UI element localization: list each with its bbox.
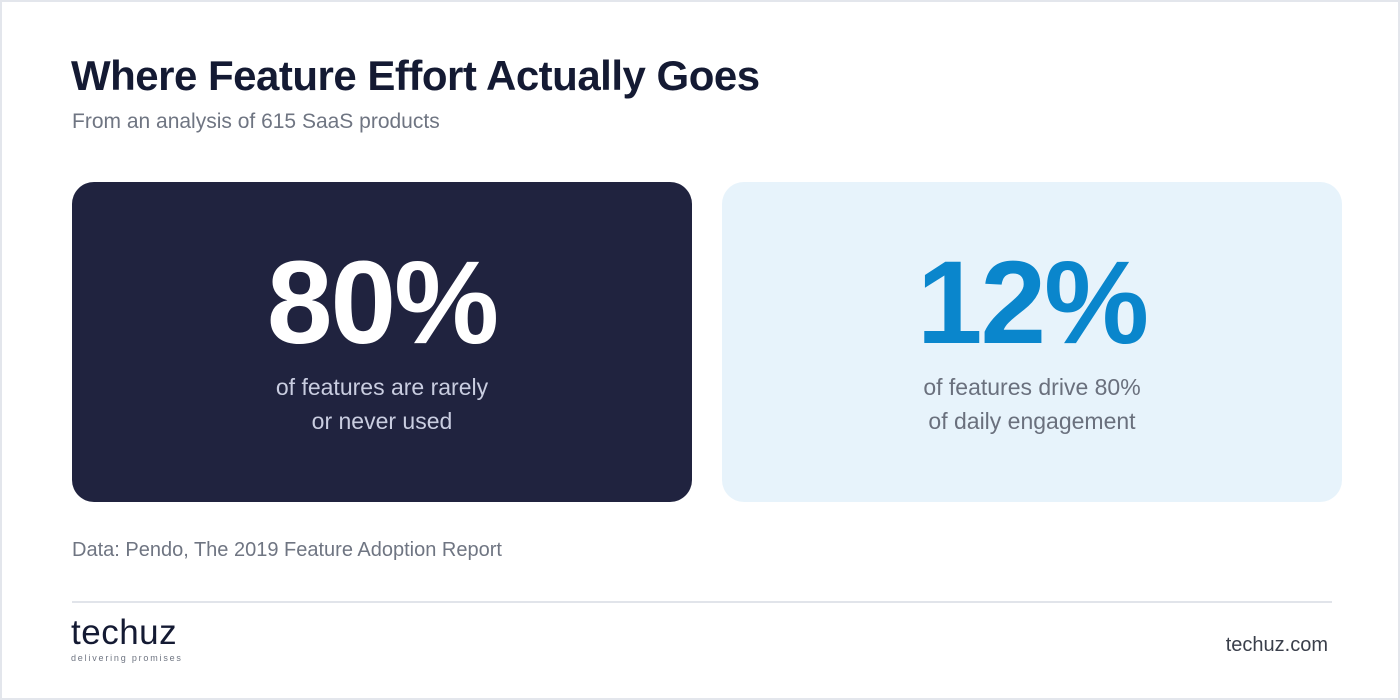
- stat-description-line: of features drive 80%: [923, 374, 1141, 400]
- stat-description-line: of daily engagement: [928, 408, 1136, 434]
- stat-description: of features are rarely or never used: [72, 370, 692, 438]
- stat-card-unused-features: 80% of features are rarely or never used: [72, 182, 692, 502]
- footer-divider: [72, 601, 1332, 603]
- stat-value: 12%: [916, 237, 1149, 369]
- stat-description-line: of features are rarely: [275, 374, 489, 400]
- data-source-note: Data: Pendo, The 2019 Feature Adoption R…: [72, 539, 502, 561]
- logo-tagline: delivering promises: [71, 653, 183, 663]
- stat-description-line: or never used: [311, 408, 453, 434]
- stat-value: 80%: [266, 237, 499, 369]
- page-title: Where Feature Effort Actually Goes: [71, 52, 760, 99]
- website-link[interactable]: techuz.com: [1225, 634, 1328, 656]
- logo-wordmark: techuz: [71, 613, 178, 652]
- page-subtitle: From an analysis of 615 SaaS products: [72, 110, 440, 133]
- stat-card-engagement-features: 12% of features drive 80% of daily engag…: [722, 182, 1342, 502]
- stat-description: of features drive 80% of daily engagemen…: [722, 370, 1342, 438]
- techuz-logo: techuz delivering promises: [71, 614, 201, 666]
